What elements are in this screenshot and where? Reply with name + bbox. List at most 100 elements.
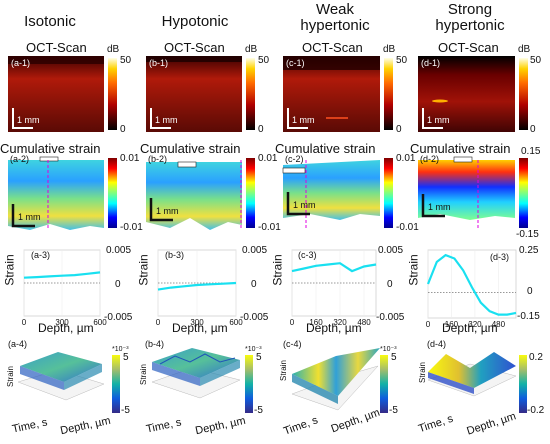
surface-colorbar-d (519, 355, 527, 413)
oct-cb-max-d: 50 (530, 55, 542, 66)
oct-colorbar-b (246, 58, 255, 130)
profile-tag-c: (c-3) (298, 250, 317, 260)
oct-tag-d: (d-1) (421, 58, 441, 68)
oct-panel-b (146, 56, 242, 132)
strain-map-c (282, 160, 380, 228)
profile-xtick-1-2: 600 (229, 318, 243, 327)
oct-title-c: OCT-Scan (302, 40, 363, 55)
strain-colorbar-b (246, 158, 255, 228)
profile-rtick-c-1: 0 (387, 279, 393, 290)
oct-title-d: OCT-Scan (438, 40, 499, 55)
oct-cb-min-b: 0 (258, 124, 264, 135)
profile-rtick-a-1: 0 (115, 279, 121, 290)
oct-colorbar-c (384, 58, 393, 130)
oct-cb-min-c: 0 (396, 124, 402, 135)
strain-title-c: Cumulative strain (275, 141, 376, 156)
surface-exp-a: *10⁻³ (112, 346, 129, 353)
oct-cb-min-d: 0 (530, 124, 536, 135)
profile-rtick-b-1: 0 (251, 279, 257, 290)
profile-rtick-d-2: -0.15 (517, 311, 540, 322)
surface-colorbar-c (380, 355, 388, 413)
oct-colorbar-d (519, 58, 528, 130)
profile-rtick-b-2: -0.005 (240, 312, 269, 323)
strain-cb-max-b: 0.01 (258, 153, 278, 164)
profile-rtick-c-0: 0.005 (378, 245, 404, 256)
strain-title-a: Cumulative strain (0, 141, 101, 156)
profile-ylabel-c: Strain (270, 254, 285, 286)
oct-scale-b: 1 mm (155, 115, 178, 125)
strain-map-d (418, 156, 515, 228)
profile-xtick-1-0: 0 (156, 318, 161, 327)
oct-panel-d (418, 56, 515, 132)
oct-panel-c (283, 56, 380, 132)
strain-tag-c: (c-2) (285, 154, 304, 164)
profile-frame-3 (427, 249, 517, 319)
profile-xtick-3-3: 480 (492, 320, 506, 329)
oct-cb-min-a: 0 (120, 124, 126, 135)
surface-zlabel-a: Strain (5, 366, 15, 387)
strain-tag-d: (d-2) (420, 154, 440, 164)
profile-xtick-2-2: 320 (333, 318, 347, 327)
surface-exp-b: *10⁻³ (245, 346, 262, 353)
surface-tag-c: (c-4) (283, 339, 302, 349)
profile-rtick-c-2: -0.005 (376, 312, 405, 323)
strain-map-a (8, 156, 104, 230)
profile-xlabel-c: Depth, µm (306, 321, 362, 335)
oct-tag-b: (b-1) (149, 58, 169, 68)
oct-scale-d: 1 mm (427, 115, 450, 125)
profile-xtick-0-0: 0 (22, 318, 27, 327)
strain-tag-b: (b-2) (148, 154, 168, 164)
profile-xtick-3-2: 320 (468, 320, 482, 329)
profile-xtick-1-1: 300 (190, 318, 204, 327)
surface-b (151, 348, 241, 399)
profile-line-0 (23, 271, 101, 279)
surface-cb-min-a: -5 (121, 405, 130, 416)
oct-scale-a: 1 mm (17, 115, 40, 125)
profile-xtick-3-0: 0 (426, 320, 431, 329)
surface-cb-min-b: -5 (254, 405, 263, 416)
profile-line-3 (426, 253, 517, 316)
profile-ylabel-d: Strain (406, 254, 421, 286)
strain-colorbar-a (108, 158, 117, 228)
oct-tag-c: (c-1) (286, 58, 305, 68)
profile-xlabel-d: Depth, µm (442, 321, 498, 335)
strain-cb-min-b: -0.01 (258, 222, 281, 233)
strain-cb-max-c: 0.01 (396, 153, 416, 164)
strain-scale-a: 1 mm (18, 212, 41, 222)
column-title-isotonic: Isotonic (24, 13, 76, 30)
strain-title-d: Cumulative strain (410, 141, 511, 156)
surface-exp-c: *10⁻³ (380, 346, 397, 353)
column-title-strong-hypertonic: Strong hypertonic (435, 1, 505, 34)
oct-title-a: OCT-Scan (26, 40, 87, 55)
oct-title-b: OCT-Scan (164, 40, 225, 55)
strain-scale-c: 1 mm (293, 200, 316, 210)
strain-tag-a: (a-2) (10, 154, 30, 164)
oct-unit-c: dB (383, 44, 396, 55)
strain-cb-min-c: -0.01 (396, 222, 419, 233)
profile-rtick-b-0: 0.005 (242, 245, 268, 256)
surface-d (427, 352, 517, 397)
profile-xtick-2-3: 480 (357, 318, 371, 327)
column-title-weak-hypertonic: Weak hypertonic (300, 1, 370, 34)
profile-rtick-a-2: -0.005 (104, 312, 133, 323)
oct-cb-max-c: 50 (396, 55, 408, 66)
oct-scale-c: 1 mm (292, 115, 315, 125)
strain-map-b (146, 160, 242, 230)
strain-cb-max-d: 0.15 (521, 146, 541, 157)
profile-rtick-a-0: 0.005 (106, 245, 132, 256)
profile-rtick-d-1: 0 (527, 286, 533, 297)
profile-line-1 (157, 281, 237, 291)
profile-xtick-0-1: 300 (55, 318, 69, 327)
surface-zlabel-c: Strain (278, 360, 288, 381)
profile-xlabel-b: Depth, µm (172, 321, 228, 335)
surface-zlabel-d: Strain (417, 362, 427, 383)
column-title-hypotonic: Hypotonic (161, 13, 229, 30)
profile-axes: 0 300 600 0 300 600 0 160 320 480 0 160 320 480 (22, 249, 517, 329)
profile-tag-d: (d-3) (490, 252, 510, 262)
profile-xtick-3-1: 160 (445, 320, 459, 329)
surface-cb-min-d: -0.2 (527, 405, 545, 416)
profile-ylabel-a: Strain (2, 254, 17, 286)
surface-tag-b: (b-4) (145, 339, 165, 349)
surface-cb-max-a: 5 (123, 352, 129, 363)
